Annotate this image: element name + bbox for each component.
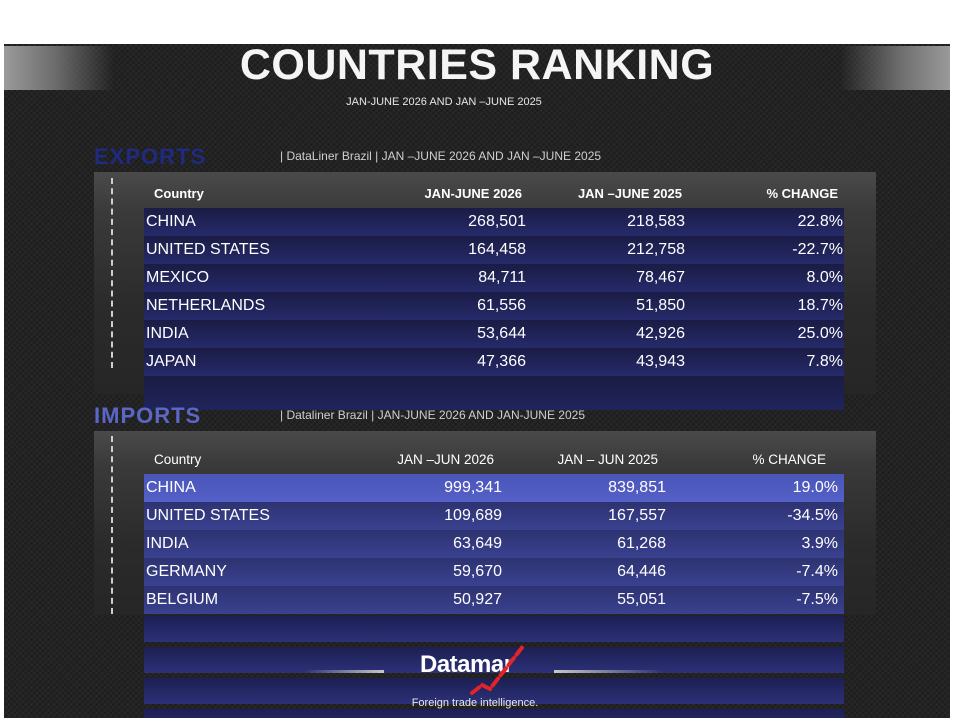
country-cell: GERMANY xyxy=(146,563,227,580)
country-cell: CHINA xyxy=(146,213,196,230)
footer-stripes xyxy=(144,616,844,718)
footer-stripe xyxy=(144,647,844,673)
exports-title: EXPORTS xyxy=(94,144,207,169)
value-2026-cell: 59,670 xyxy=(453,563,502,580)
change-cell: -7.5% xyxy=(796,591,838,608)
value-2025-cell: 212,758 xyxy=(627,241,685,258)
value-2025-cell: 78,467 xyxy=(636,269,685,286)
change-cell: -22.7% xyxy=(792,241,843,258)
column-header: % CHANGE xyxy=(752,451,826,467)
imports-title: IMPORTS xyxy=(94,403,202,428)
page-subtitle: JAN-JUNE 2026 AND JAN –JUNE 2025 xyxy=(346,96,542,108)
column-header: JAN-JUNE 2026 xyxy=(424,185,522,201)
footer-glow-line-left xyxy=(304,670,384,673)
value-2026-cell: 164,458 xyxy=(468,241,526,258)
footer-glow-line-right xyxy=(554,670,664,673)
table-row: UNITED STATES 109,689 167,557 -34.5% xyxy=(144,502,844,530)
value-2025-cell: 839,851 xyxy=(608,479,666,496)
footer-tagline: Foreign trade intelligence. xyxy=(411,697,539,709)
exports-source: | DataLiner Brazil | JAN –JUNE 2026 AND … xyxy=(280,149,602,163)
value-2026-cell: 61,556 xyxy=(477,297,526,314)
column-header: JAN – JUN 2025 xyxy=(557,451,658,467)
country-cell: CHINA xyxy=(146,479,196,496)
value-2025-cell: 167,557 xyxy=(608,507,666,524)
change-cell: -34.5% xyxy=(787,507,838,524)
value-2025-cell: 61,268 xyxy=(617,535,666,552)
value-2026-cell: 47,366 xyxy=(477,353,526,370)
table-header: Country JAN-JUNE 2026 JAN –JUNE 2025 % C… xyxy=(144,178,844,208)
exports-table: Country JAN-JUNE 2026 JAN –JUNE 2025 % C… xyxy=(144,178,844,410)
change-cell: 19.0% xyxy=(792,479,838,496)
table-row: JAPAN 47,366 43,943 7.8% xyxy=(144,348,844,376)
header-bar-right xyxy=(840,46,950,90)
table-row: INDIA 53,644 42,926 25.0% xyxy=(144,320,844,348)
header-bar-left xyxy=(4,46,114,90)
country-cell: INDIA xyxy=(146,535,189,552)
country-cell: MEXICO xyxy=(146,269,210,286)
value-2026-cell: 109,689 xyxy=(444,507,502,524)
value-2026-cell: 268,501 xyxy=(468,213,526,230)
footer-stripe xyxy=(144,709,844,718)
column-header: JAN –JUNE 2025 xyxy=(577,185,682,201)
value-2025-cell: 64,446 xyxy=(617,563,666,580)
value-2026-cell: 84,711 xyxy=(478,269,526,286)
column-header: Country xyxy=(154,185,204,201)
table-row: UNITED STATES 164,458 212,758 -22.7% xyxy=(144,236,844,264)
country-cell: JAPAN xyxy=(146,353,197,370)
value-2025-cell: 43,943 xyxy=(636,353,685,370)
country-cell: INDIA xyxy=(146,325,189,342)
column-header: % CHANGE xyxy=(766,185,838,201)
column-header: Country xyxy=(154,451,202,467)
imports-source: | Dataliner Brazil | JAN-JUNE 2026 AND J… xyxy=(280,408,586,422)
table-row: CHINA 999,341 839,851 19.0% xyxy=(144,474,844,502)
value-2026-cell: 999,341 xyxy=(444,479,502,496)
table-trailing-band xyxy=(144,376,844,410)
slide: COUNTRIES RANKING JAN-JUNE 2026 AND JAN … xyxy=(4,44,950,718)
imports-dashed-divider xyxy=(111,436,113,614)
table-row: MEXICO 84,711 78,467 8.0% xyxy=(144,264,844,292)
value-2025-cell: 218,583 xyxy=(627,213,685,230)
column-header: JAN –JUN 2026 xyxy=(397,451,494,467)
change-cell: 18.7% xyxy=(797,297,843,314)
change-cell: 3.9% xyxy=(801,535,838,552)
change-cell: 25.0% xyxy=(797,325,843,342)
change-cell: 8.0% xyxy=(806,269,843,286)
datamar-logo-mark-icon xyxy=(470,643,526,695)
table-row: GERMANY 59,670 64,446 -7.4% xyxy=(144,558,844,586)
footer-stripe xyxy=(144,616,844,642)
table-row: INDIA 63,649 61,268 3.9% xyxy=(144,530,844,558)
change-cell: -7.4% xyxy=(796,563,838,580)
datamar-logo: Datamar xyxy=(420,651,513,678)
page-title: COUNTRIES RANKING xyxy=(239,44,715,89)
table-row: NETHERLANDS 61,556 51,850 18.7% xyxy=(144,292,844,320)
imports-table: Country JAN –JUN 2026 JAN – JUN 2025 % C… xyxy=(144,444,844,614)
table-header: Country JAN –JUN 2026 JAN – JUN 2025 % C… xyxy=(144,444,844,474)
country-cell: UNITED STATES xyxy=(146,507,270,524)
table-row: CHINA 268,501 218,583 22.8% xyxy=(144,208,844,236)
value-2026-cell: 63,649 xyxy=(453,535,502,552)
value-2025-cell: 55,051 xyxy=(617,591,666,608)
value-2026-cell: 50,927 xyxy=(453,591,502,608)
country-cell: UNITED STATES xyxy=(146,241,270,258)
value-2026-cell: 53,644 xyxy=(477,325,526,342)
value-2025-cell: 51,850 xyxy=(636,297,685,314)
value-2025-cell: 42,926 xyxy=(636,325,685,342)
change-cell: 22.8% xyxy=(797,213,843,230)
table-row: BELGIUM 50,927 55,051 -7.5% xyxy=(144,586,844,614)
change-cell: 7.8% xyxy=(806,353,843,370)
exports-dashed-divider xyxy=(111,178,113,368)
country-cell: BELGIUM xyxy=(146,591,219,608)
country-cell: NETHERLANDS xyxy=(146,297,266,314)
